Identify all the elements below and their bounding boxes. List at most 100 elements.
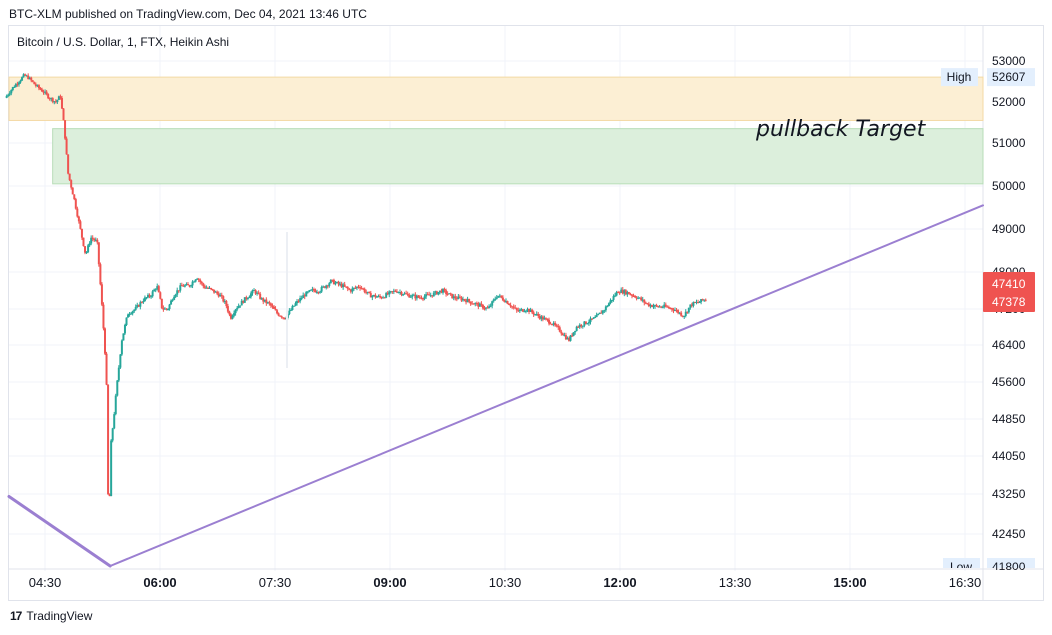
candle-body bbox=[523, 311, 526, 313]
candle-body bbox=[630, 294, 633, 296]
candle-body bbox=[397, 292, 400, 294]
candle-body bbox=[51, 98, 54, 102]
candle-body bbox=[458, 296, 461, 298]
candle-body bbox=[240, 300, 243, 306]
candle-body bbox=[276, 310, 279, 314]
candle-body bbox=[583, 321, 586, 326]
candle-body bbox=[615, 292, 618, 296]
candle-body bbox=[442, 289, 445, 293]
candle-body bbox=[580, 324, 583, 327]
candle-body bbox=[597, 313, 600, 315]
candle-body bbox=[74, 199, 77, 209]
candle-body bbox=[84, 246, 87, 253]
candle-body bbox=[45, 91, 48, 94]
candle-body bbox=[335, 281, 338, 283]
candle-body bbox=[532, 312, 535, 315]
candle-body bbox=[94, 239, 97, 241]
candle-body bbox=[71, 187, 74, 195]
resistance-zone bbox=[8, 76, 984, 121]
candle-body bbox=[572, 332, 575, 336]
publish-info: BTC-XLM published on TradingView.com, De… bbox=[9, 7, 367, 21]
candle-body bbox=[292, 305, 295, 307]
candle-body bbox=[314, 290, 317, 293]
candle-body bbox=[322, 286, 325, 288]
candle-body bbox=[206, 287, 209, 289]
candle-body bbox=[609, 300, 612, 304]
candle-body bbox=[173, 296, 176, 300]
candle-body bbox=[163, 308, 166, 310]
candle-body bbox=[362, 288, 365, 290]
candle-body bbox=[629, 294, 632, 296]
candle-body bbox=[185, 284, 188, 286]
candle-body bbox=[477, 303, 480, 307]
candle-body bbox=[271, 305, 274, 307]
candle-body bbox=[555, 325, 558, 327]
candle-body bbox=[489, 305, 492, 307]
tradingview-logo-icon: 17 bbox=[10, 609, 22, 623]
candle-body bbox=[302, 295, 305, 299]
low-tag-label: Low bbox=[950, 560, 972, 574]
candle-body bbox=[448, 293, 451, 295]
price-tick-label: 51000 bbox=[992, 136, 1026, 150]
time-axis[interactable]: 04:30 06:00 07:30 09:00 10:30 12:00 13:30 15:00… bbox=[29, 575, 982, 590]
candle-body bbox=[226, 306, 229, 312]
candle-body bbox=[337, 281, 340, 285]
candle-body bbox=[566, 338, 569, 340]
candle-body bbox=[454, 296, 457, 299]
candle-body bbox=[111, 428, 114, 441]
candle-body bbox=[541, 316, 544, 320]
candle-body bbox=[412, 294, 415, 296]
candle-body bbox=[365, 292, 368, 294]
candle-body bbox=[143, 297, 146, 302]
candle-body bbox=[119, 354, 122, 368]
candle-body bbox=[647, 303, 650, 307]
candle-body bbox=[352, 287, 355, 289]
candle-body bbox=[551, 324, 554, 326]
candle-body bbox=[297, 301, 300, 303]
candle-body bbox=[584, 321, 587, 324]
candle-body bbox=[623, 290, 626, 294]
candle-body bbox=[560, 331, 563, 334]
candle-body bbox=[357, 286, 360, 288]
candle-body bbox=[216, 291, 219, 294]
high-value-box bbox=[987, 68, 1035, 87]
candle-body bbox=[601, 310, 604, 314]
candle-body bbox=[661, 307, 664, 309]
candle-body bbox=[379, 295, 382, 298]
candle-body bbox=[526, 308, 529, 311]
candle-body bbox=[334, 282, 337, 285]
price-axis[interactable]: 5300052000510005000049000480004720046400… bbox=[992, 54, 1026, 573]
candle-body bbox=[366, 291, 369, 293]
candle-body bbox=[531, 309, 534, 313]
current-price-tag bbox=[983, 272, 1035, 312]
candle-body bbox=[131, 311, 134, 314]
candle-body bbox=[669, 308, 672, 310]
candle-body bbox=[196, 278, 199, 280]
candle-body bbox=[508, 303, 511, 305]
candle-body bbox=[417, 295, 420, 298]
candle-body bbox=[663, 304, 666, 308]
candle-body bbox=[388, 291, 391, 295]
time-tick-label: 16:30 bbox=[949, 575, 982, 590]
candle-body bbox=[332, 279, 335, 285]
candle-body bbox=[91, 237, 94, 239]
candle-body bbox=[200, 282, 203, 284]
candle-body bbox=[455, 298, 458, 300]
candle-body bbox=[409, 296, 412, 298]
candle-body bbox=[239, 305, 242, 307]
candle-body bbox=[571, 335, 574, 337]
time-tick-label: 07:30 bbox=[259, 575, 292, 590]
candle-body bbox=[123, 324, 126, 334]
candle-body bbox=[697, 302, 700, 304]
candle-body bbox=[165, 308, 168, 310]
candle-body bbox=[469, 301, 472, 304]
candle-body bbox=[670, 308, 673, 310]
candle-body bbox=[328, 283, 331, 286]
candle-body bbox=[236, 308, 239, 310]
candle-body bbox=[569, 335, 572, 341]
candle-body bbox=[466, 299, 469, 303]
candle-body bbox=[213, 289, 216, 293]
candle-body bbox=[340, 283, 343, 288]
candle-body bbox=[16, 84, 19, 86]
